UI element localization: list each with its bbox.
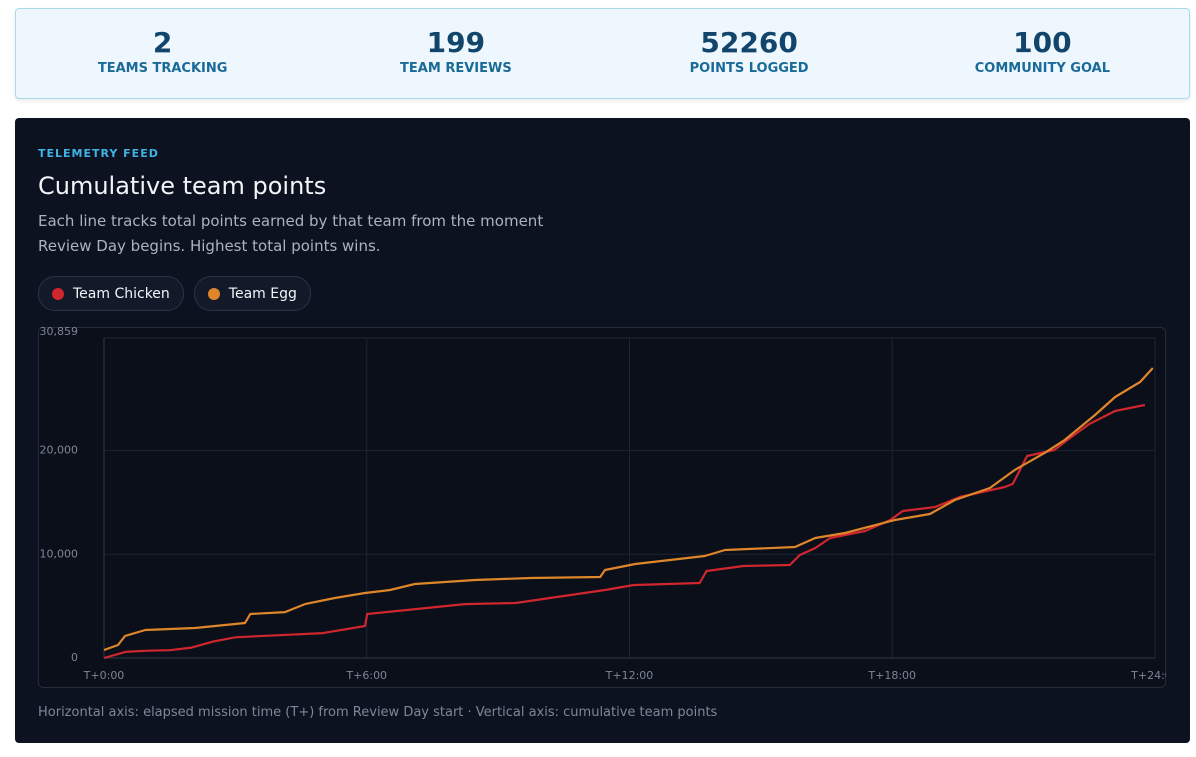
x-tick-label: T+12:00 [605,669,654,682]
description: Each line tracks total points earned by … [38,212,544,255]
y-tick-label: 30,859 [40,327,79,338]
stats-bar: 2 TEAMS TRACKING 199 TEAM REVIEWS 52260 POINT… [15,8,1190,99]
legend-item[interactable]: Team Egg [193,276,311,311]
x-tick-label: T+0:00 [83,669,125,682]
stat-value: 100 [1013,26,1072,59]
chart: 0 10,000 20,000 30,859 T+0:00 T+6:00 T+12:00 T+… [38,327,1166,688]
x-tick-label: T+18:00 [867,669,916,682]
stat-label: COMMUNITY GOAL [974,61,1110,76]
stat-card: 52260 POINTS LOGGED [603,9,896,98]
stat-value: 2 [152,26,173,59]
stat-card: 100 COMMUNITY GOAL [896,9,1189,98]
footnote: Horizontal axis: elapsed mission time (T… [38,705,718,720]
stat-card: 2 TEAMS TRACKING [16,9,309,98]
legend-swatch [52,287,64,300]
legend-item[interactable]: Team Chicken [38,276,184,311]
heading: Cumulative team points [38,172,327,200]
stat-label: POINTS LOGGED [689,61,809,76]
x-tick-label: T+24:00 [1130,669,1166,682]
legend-swatch [207,287,220,300]
series-line [103,403,1146,660]
legend: Team Chicken Team Egg [38,276,311,311]
stat-value: 199 [426,26,486,59]
x-tick-label: T+6:00 [345,669,387,682]
stat-value: 52260 [700,26,798,59]
stat-card: 199 TEAM REVIEWS [309,9,602,98]
y-tick-label: 0 [71,651,78,664]
y-tick-label: 20,000 [40,444,79,457]
stat-label: TEAM REVIEWS [400,61,512,76]
stat-label: TEAMS TRACKING [97,61,228,76]
chart-panel: TELEMETRY FEED Cumulative team points Ea… [15,118,1190,743]
y-tick-label: 10,000 [40,547,79,560]
series-line [103,367,1154,652]
legend-label: Team Egg [228,285,297,302]
chart-frame [38,327,1166,688]
legend-label: Team Chicken [73,285,170,302]
eyebrow: TELEMETRY FEED [38,147,159,160]
